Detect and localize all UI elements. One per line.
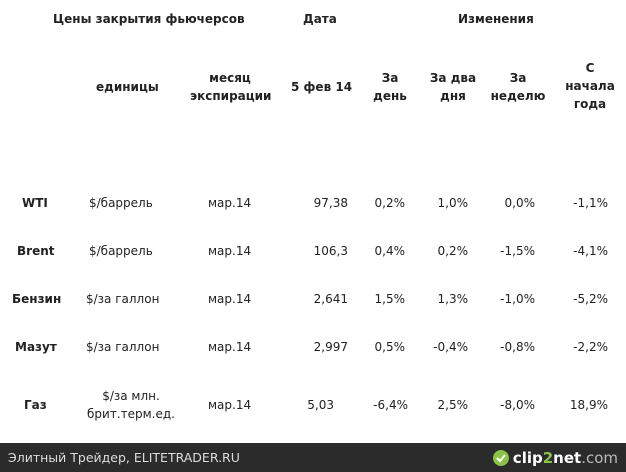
row-change-week: 0,0% bbox=[504, 196, 536, 210]
row-change-week: -8,0% bbox=[500, 398, 535, 412]
row-change-two-days: -0,4% bbox=[433, 340, 468, 354]
row-price: 97,38 bbox=[313, 196, 348, 210]
clip2net-logo-icon bbox=[492, 450, 509, 466]
row-change-week: -1,5% bbox=[500, 244, 535, 258]
row-change-day: 0,4% bbox=[374, 244, 406, 258]
futures-table: Цены закрытия фьючерсов Дата Изменения е… bbox=[12, 12, 615, 421]
row-change-two-days: 2,5% bbox=[437, 398, 469, 412]
row-price: 2,641 bbox=[313, 292, 348, 306]
row-price: 106,3 bbox=[313, 244, 348, 258]
row-expiry: мар.14 bbox=[208, 398, 252, 412]
row-change-week: -1,0% bbox=[500, 292, 535, 306]
row-unit: $/за галлон bbox=[86, 340, 160, 354]
col-header-date: 5 фев 14 bbox=[291, 80, 353, 94]
clip2net-logo[interactable]: clip2net.com bbox=[492, 448, 618, 468]
row-change-ytd: -2,2% bbox=[573, 340, 608, 354]
footer-bar: Элитный Трейдер, ELITETRADER.RU clip2net… bbox=[0, 443, 626, 472]
row-expiry: мар.14 bbox=[208, 340, 252, 354]
row-expiry: мар.14 bbox=[208, 196, 252, 210]
row-change-two-days: 0,2% bbox=[437, 244, 469, 258]
row-name-brent: Brent bbox=[17, 244, 55, 258]
row-change-ytd: -4,1% bbox=[573, 244, 608, 258]
row-name-wti: WTI bbox=[22, 196, 48, 210]
row-name-gas: Газ bbox=[24, 398, 47, 412]
changes-group-header: Изменения bbox=[458, 12, 534, 26]
row-change-day: 0,2% bbox=[374, 196, 406, 210]
col-header-week: За неделю bbox=[490, 71, 546, 103]
col-header-units: единицы bbox=[96, 80, 159, 94]
row-change-ytd: 18,9% bbox=[569, 398, 608, 412]
row-change-week: -0,8% bbox=[500, 340, 535, 354]
clip2net-logo-text: clip2net.com bbox=[512, 449, 618, 467]
date-group-header: Дата bbox=[303, 12, 337, 26]
table-title: Цены закрытия фьючерсов bbox=[53, 12, 245, 26]
row-expiry: мар.14 bbox=[208, 292, 252, 306]
row-change-day: 0,5% bbox=[374, 340, 406, 354]
row-unit: $/за галлон bbox=[86, 292, 160, 306]
row-price: 2,997 bbox=[313, 340, 348, 354]
row-expiry: мар.14 bbox=[208, 244, 252, 258]
row-change-two-days: 1,3% bbox=[437, 292, 469, 306]
col-header-ytd: С начала года bbox=[565, 61, 615, 111]
row-change-ytd: -1,1% bbox=[573, 196, 608, 210]
col-header-two-days: За два дня bbox=[429, 71, 477, 103]
col-header-day: За день bbox=[373, 71, 407, 103]
row-price: 5,03 bbox=[307, 398, 334, 412]
footer-caption: Элитный Трейдер, ELITETRADER.RU bbox=[8, 450, 240, 465]
row-change-day: -6,4% bbox=[373, 398, 408, 412]
row-change-two-days: 1,0% bbox=[437, 196, 469, 210]
row-unit: $/за млн. брит.терм.ед. bbox=[87, 389, 175, 421]
row-name-fuel-oil: Мазут bbox=[15, 340, 57, 354]
row-name-gasoline: Бензин bbox=[12, 292, 62, 306]
row-change-day: 1,5% bbox=[374, 292, 406, 306]
row-unit: $/баррель bbox=[89, 196, 153, 210]
row-change-ytd: -5,2% bbox=[573, 292, 608, 306]
row-unit: $/баррель bbox=[89, 244, 153, 258]
col-header-expiry: месяц экспирации bbox=[190, 71, 272, 103]
